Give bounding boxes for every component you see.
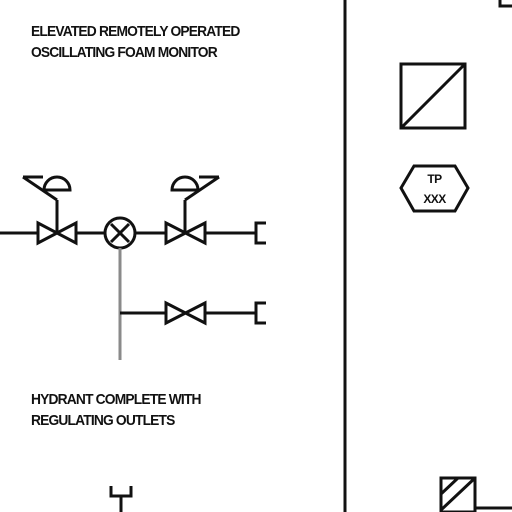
hatched-box-icon: [399, 62, 467, 130]
foam-monitor-caption: ELEVATED REMOTELY OPERATED OSCILLATING F…: [31, 21, 240, 63]
foam-monitor-icon: [103, 216, 137, 250]
hydrant-caption-line-2: REGULATING OUTLETS: [31, 412, 175, 429]
foam-monitor-caption-line-2: OSCILLATING FOAM MONITOR: [31, 44, 218, 61]
hydrant-icon: [109, 486, 133, 512]
foam-monitor-caption-line-1: ELEVATED REMOTELY OPERATED: [31, 23, 240, 40]
branch-gate-valve-icon: [164, 300, 207, 326]
hydrant-caption-line-1: HYDRANT COMPLETE WITH: [31, 391, 201, 408]
actuated-valve-right-icon: [164, 175, 220, 246]
actuated-valve-left-icon: [22, 175, 78, 246]
top-right-partial-box-icon: [498, 0, 512, 8]
end-cap-bottom-icon: [254, 301, 266, 325]
hydrant-caption: HYDRANT COMPLETE WITH REGULATING OUTLETS: [31, 389, 201, 431]
tag-line-1: TP: [427, 172, 442, 186]
end-cap-top-icon: [254, 221, 266, 245]
bottom-right-partial-box-icon: [439, 476, 512, 512]
tag-line-2: XXX: [423, 192, 446, 206]
tag-hexagon-icon: [399, 164, 470, 213]
